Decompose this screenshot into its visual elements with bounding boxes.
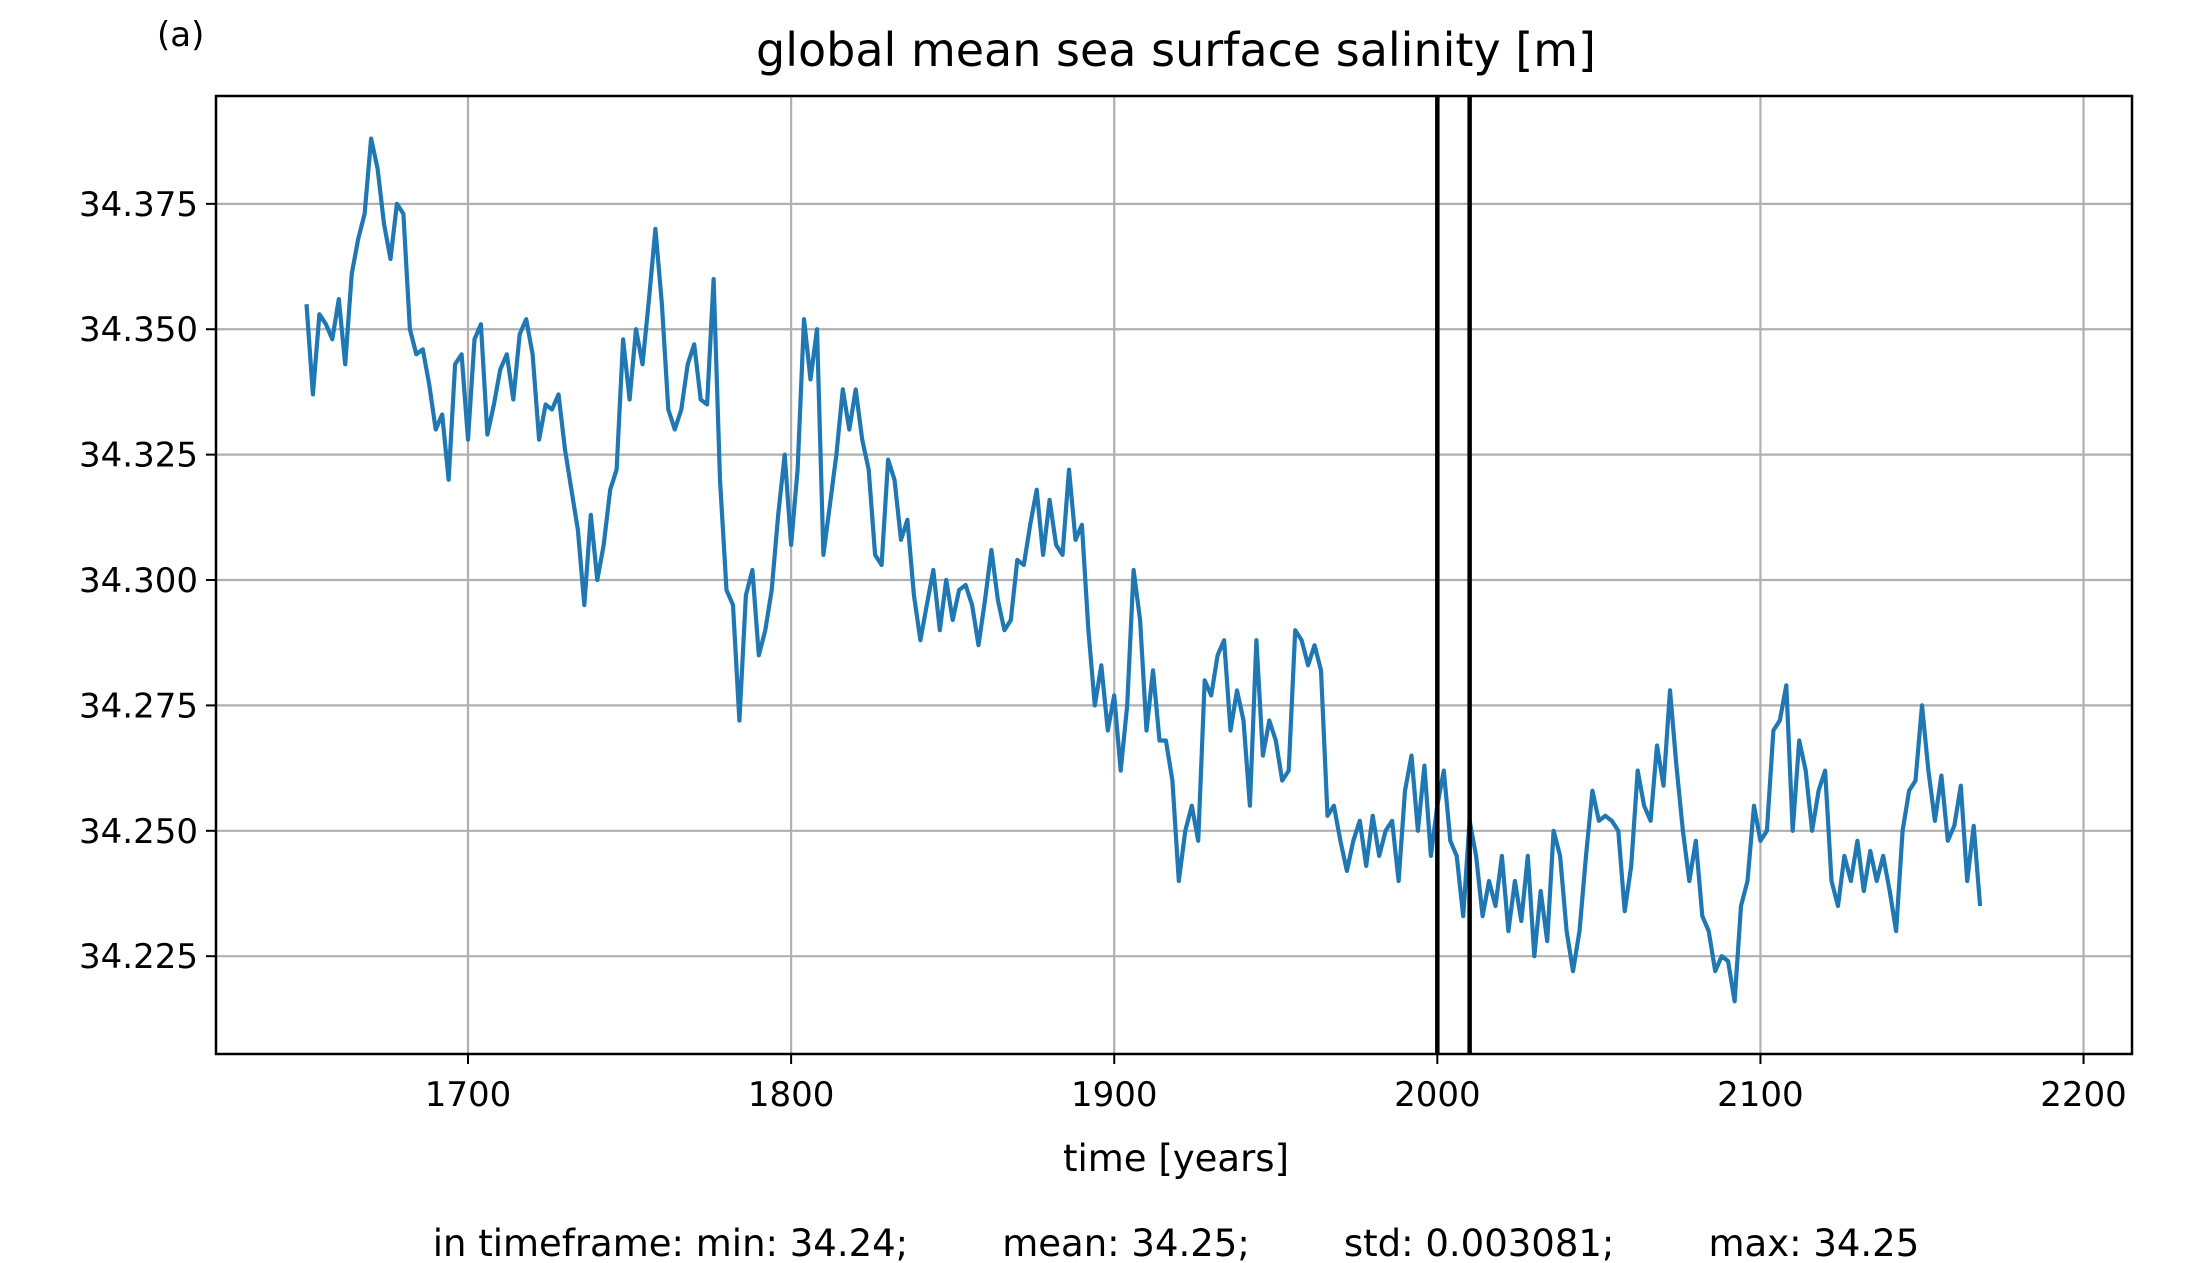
y-axis-ticks: 34.225 34.250 34.275 34.300 34.325 34.350 34.3…: [79, 185, 216, 977]
reference-lines: [1435, 96, 1472, 1054]
x-tick-label: 2000: [1394, 1075, 1481, 1115]
series-line: [304, 136, 1983, 1004]
y-tick-label: 34.225: [79, 937, 198, 977]
y-tick-label: 34.275: [79, 686, 198, 726]
y-tick-label: 34.375: [79, 185, 198, 225]
x-tick-label: 1700: [425, 1075, 512, 1115]
y-tick-label: 34.350: [79, 310, 198, 350]
y-tick-label: 34.250: [79, 812, 198, 852]
x-tick-label: 2200: [2040, 1075, 2127, 1115]
chart-title: global mean sea surface salinity [m]: [756, 23, 1596, 77]
grid-lines: [216, 96, 2132, 1054]
y-tick-label: 34.325: [79, 436, 198, 476]
x-tick-label: 1800: [748, 1075, 835, 1115]
x-axis-ticks: 1700 1800 1900 2000 2100 2200: [425, 1054, 2127, 1115]
timeframe-stats: in timeframe: min: 34.24; mean: 34.25; s…: [433, 1222, 1920, 1263]
plot-frame: [214, 94, 2134, 1056]
x-axis-label: time [years]: [1063, 1137, 1289, 1180]
x-tick-label: 2100: [1717, 1075, 1804, 1115]
series-layer: [304, 136, 1983, 1004]
y-tick-label: 34.300: [79, 561, 198, 601]
panel-label: (a): [157, 15, 204, 55]
x-tick-label: 1900: [1071, 1075, 1158, 1115]
